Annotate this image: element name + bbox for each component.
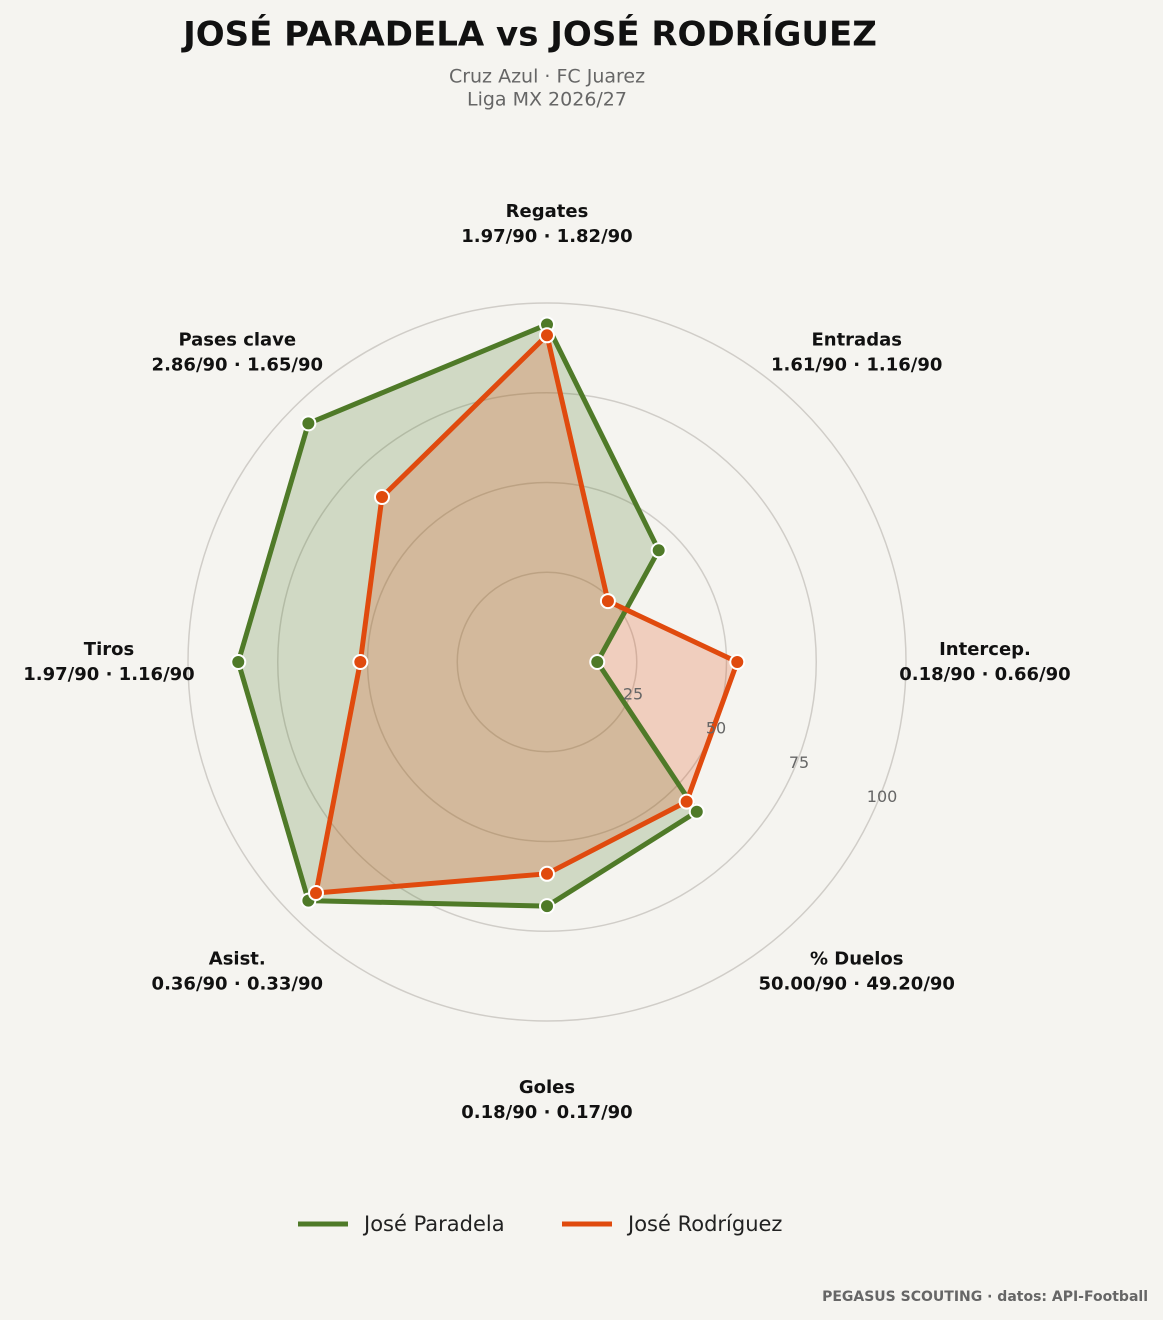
axis-label: Regates bbox=[506, 201, 589, 222]
subtitle: Liga MX 2026/27 bbox=[467, 89, 627, 111]
axis-label: Asist. bbox=[209, 949, 266, 970]
axis-value-label: 0.18/90 · 0.17/90 bbox=[461, 1102, 632, 1123]
footer: PEGASUS SCOUTING · datos: API-Football bbox=[822, 1289, 1148, 1305]
axis-value-label: 1.97/90 · 1.82/90 bbox=[461, 226, 632, 247]
data-point bbox=[678, 793, 695, 810]
axis-value-label: 0.36/90 · 0.33/90 bbox=[152, 974, 323, 995]
data-point bbox=[352, 654, 369, 670]
series-area bbox=[238, 324, 697, 907]
r-tick-label: 50 bbox=[706, 719, 726, 738]
data-point bbox=[688, 803, 705, 820]
data-point bbox=[539, 865, 555, 882]
axis-label: Pases clave bbox=[178, 329, 296, 350]
grid-circle bbox=[277, 392, 817, 932]
axis-value-label: 2.86/90 · 1.65/90 bbox=[152, 354, 323, 375]
axis-value-label: 1.61/90 · 1.16/90 bbox=[771, 354, 942, 375]
axis-label: Entradas bbox=[811, 329, 901, 350]
axis-label: Tiros bbox=[84, 639, 134, 660]
r-tick-label: 25 bbox=[623, 685, 643, 704]
legend-label: José Rodríguez bbox=[626, 1212, 782, 1236]
axis-value-label: 50.00/90 · 49.20/90 bbox=[758, 974, 955, 995]
data-point bbox=[307, 885, 324, 902]
chart-title: JOSÉ PARADELA vs JOSÉ RODRÍGUEZ bbox=[181, 14, 877, 55]
legend-label: José Paradela bbox=[362, 1212, 505, 1236]
r-tick-label: 100 bbox=[867, 787, 898, 806]
axis-label: Goles bbox=[519, 1077, 575, 1098]
data-point bbox=[599, 593, 616, 610]
data-point bbox=[539, 327, 555, 344]
data-point bbox=[729, 654, 746, 670]
data-point bbox=[650, 542, 667, 559]
grid-circle bbox=[456, 571, 638, 753]
data-point bbox=[589, 654, 606, 670]
axis-value-label: 0.18/90 · 0.66/90 bbox=[899, 664, 1070, 685]
axis-label: % Duelos bbox=[810, 949, 904, 970]
data-point bbox=[230, 654, 247, 670]
grid-circle bbox=[187, 302, 907, 1022]
data-point bbox=[300, 415, 317, 432]
data-point bbox=[373, 488, 390, 505]
subtitle: Cruz Azul · FC Juarez bbox=[449, 66, 645, 88]
data-point bbox=[539, 898, 555, 915]
r-tick-label: 75 bbox=[789, 753, 809, 772]
series-area bbox=[315, 335, 738, 894]
axis-label: Intercep. bbox=[939, 639, 1031, 660]
axis-value-label: 1.97/90 · 1.16/90 bbox=[23, 664, 194, 685]
